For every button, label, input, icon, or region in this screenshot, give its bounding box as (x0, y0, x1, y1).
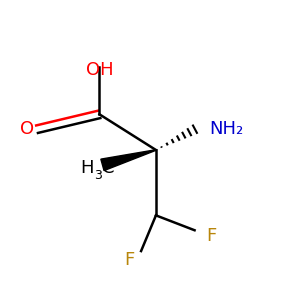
Polygon shape (101, 150, 156, 171)
Text: H: H (80, 159, 94, 177)
Text: F: F (206, 227, 217, 245)
Text: 3: 3 (94, 169, 102, 182)
Text: F: F (124, 251, 134, 269)
Text: O: O (20, 120, 34, 138)
Text: OH: OH (86, 61, 113, 79)
Text: C: C (102, 159, 114, 177)
Text: NH₂: NH₂ (209, 120, 244, 138)
